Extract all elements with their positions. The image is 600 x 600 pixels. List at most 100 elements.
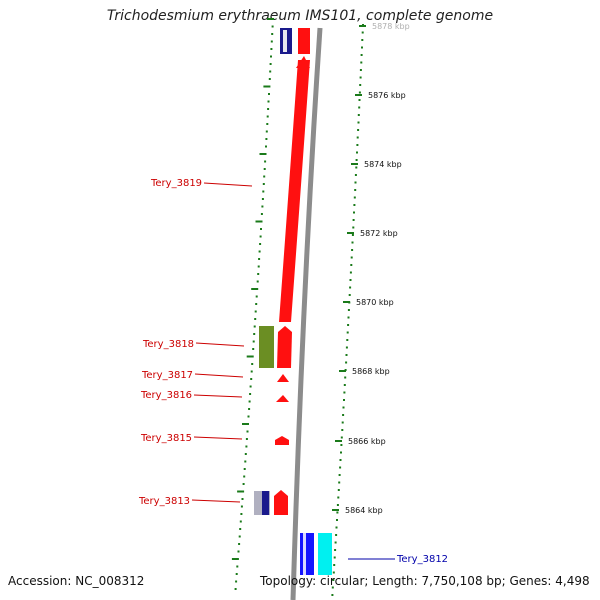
ruler-minor-tick [263, 175, 266, 178]
label-leader-line [203, 182, 253, 187]
gene-label-tery-3816[interactable]: Tery_3816 [140, 390, 192, 401]
ruler-minor-tick [244, 453, 247, 455]
scale-minor-tick [344, 376, 347, 379]
scale-minor-tick [340, 436, 343, 439]
gene-navy-tery-3813[interactable] [262, 491, 269, 515]
scale-minor-tick [343, 391, 346, 394]
scale-minor-tick [342, 406, 345, 409]
ruler-minor-tick [236, 565, 239, 568]
ruler-minor-tick [261, 205, 264, 208]
ruler-minor-tick [239, 520, 242, 523]
scale-minor-tick [337, 489, 340, 491]
scale-minor-tick [356, 144, 359, 146]
top-red-feature[interactable] [298, 28, 310, 54]
ruler-minor-tick [259, 235, 262, 238]
ruler-minor-tick [261, 198, 264, 200]
scale-minor-tick [349, 271, 352, 274]
ruler-minor-tick [239, 528, 242, 530]
gene-arrow-tery-3816[interactable] [276, 395, 289, 402]
ruler-minor-tick [235, 573, 238, 575]
ruler-minor-tick [237, 550, 240, 553]
scale-tick-label: 5864 kbp [345, 506, 383, 515]
gene-label-tery-3817[interactable]: Tery_3817 [141, 370, 193, 381]
scale-minor-tick [359, 84, 362, 86]
ruler-minor-tick [252, 348, 255, 350]
map-title: Trichodesmium erythraeum IMS101, complet… [106, 8, 494, 24]
scale-minor-tick [360, 61, 363, 64]
ruler-minor-tick [257, 265, 260, 268]
scale-minor-tick [350, 264, 353, 266]
scale-minor-tick [353, 196, 356, 199]
ruler-minor-tick [257, 273, 260, 275]
gene-arrow-tery-3819[interactable] [279, 60, 310, 322]
ruler-minor-tick [243, 468, 246, 470]
scale-tick-label: 5878 kbp [372, 22, 410, 31]
ruler-minor-tick [268, 78, 271, 80]
scale-minor-tick [349, 286, 352, 289]
scale-minor-tick [346, 339, 349, 341]
scale-major-tick [343, 301, 350, 303]
top-white-feature [283, 30, 287, 52]
scale-minor-tick [351, 241, 354, 244]
scale-tick-label: 5876 kbp [368, 91, 406, 100]
scale-minor-tick [345, 361, 348, 364]
gene-label-tery-3812[interactable]: Tery_3812 [396, 554, 448, 565]
scale-minor-tick [341, 429, 344, 431]
gene-label-tery-3819[interactable]: Tery_3819 [150, 178, 202, 189]
scale-minor-tick [342, 414, 345, 416]
scale-minor-tick [357, 114, 360, 116]
scale-minor-tick [340, 451, 342, 454]
scale-major-tick [332, 509, 339, 511]
ruler-minor-tick [270, 55, 272, 58]
gene-arrow-tery-3815[interactable] [275, 436, 289, 445]
gene-arrow-tery-3817[interactable] [277, 374, 289, 382]
gene-blue-tery-3812[interactable] [300, 533, 314, 575]
ruler-minor-tick [238, 535, 241, 538]
scale-minor-tick [352, 219, 355, 221]
gene-cyan-tery-3812[interactable] [318, 533, 332, 575]
ruler-minor-tick [246, 430, 249, 433]
scale-tick-label: 5866 kbp [348, 437, 386, 446]
scale-minor-tick [361, 46, 363, 49]
ruler-minor-tick [265, 145, 267, 148]
ruler-minor-tick [265, 130, 268, 133]
ruler-minor-tick [258, 258, 261, 260]
scale-minor-tick [338, 481, 341, 484]
ruler-minor-tick [249, 385, 252, 388]
gene-olive-tery-3818[interactable] [259, 326, 274, 368]
scale-minor-tick [359, 76, 362, 79]
ruler-minor-tick [258, 250, 261, 253]
ruler-minor-tick [262, 183, 265, 185]
scale-minor-tick [340, 444, 343, 446]
right-scale-ruler: 5878 kbp 5876 kbp 5874 kbp 5872 kbp 5870 kbp… [331, 22, 410, 596]
scale-minor-tick [354, 181, 357, 184]
ruler-minor-tick [253, 333, 256, 335]
topology-text: Topology: circular; Length: 7,750,108 bp… [260, 574, 590, 588]
scale-minor-tick [358, 91, 361, 94]
ruler-minor-tick [266, 123, 269, 125]
scale-tick-label: 5872 kbp [360, 229, 398, 238]
ruler-minor-tick [259, 243, 262, 245]
scale-minor-tick [357, 121, 360, 124]
ruler-major-tick [246, 355, 254, 358]
scale-minor-tick [346, 331, 349, 334]
ruler-minor-tick [241, 498, 244, 500]
gene-label-tery-3815[interactable]: Tery_3815 [140, 433, 192, 444]
ruler-minor-tick [240, 513, 243, 515]
gene-arrow-head-tery-3819 [296, 56, 310, 68]
gene-arrow-tery-3818[interactable] [277, 326, 292, 368]
gene-label-tery-3813[interactable]: Tery_3813 [138, 496, 190, 507]
ruler-minor-tick [270, 48, 273, 50]
gene-arrow-tery-3813[interactable] [274, 490, 288, 515]
scale-minor-tick [350, 256, 353, 259]
gene-label-tery-3818[interactable]: Tery_3818 [142, 339, 194, 350]
scale-minor-tick [347, 324, 350, 326]
scale-minor-tick [360, 54, 363, 56]
ruler-minor-tick [264, 160, 267, 163]
scale-minor-tick [356, 136, 359, 139]
scale-minor-tick [349, 279, 352, 281]
scale-minor-tick [352, 226, 355, 229]
ruler-minor-tick [269, 70, 272, 73]
scale-minor-tick [357, 129, 360, 131]
ruler-minor-tick [234, 588, 237, 590]
